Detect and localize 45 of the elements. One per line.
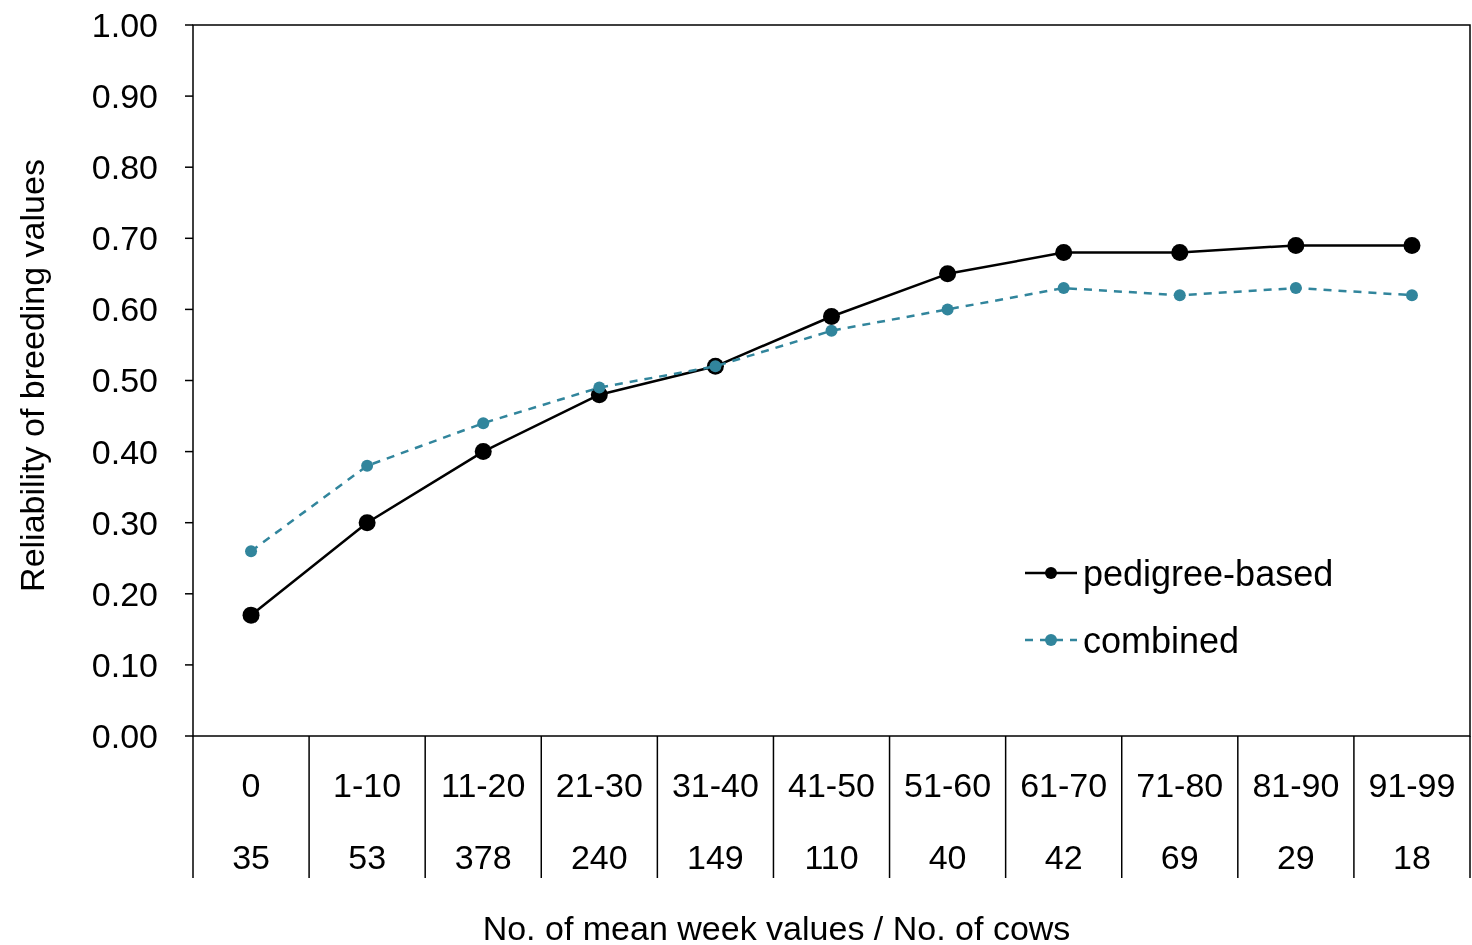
point — [1173, 289, 1186, 302]
point — [939, 265, 957, 283]
x-tick-label: 91-99 18 — [1368, 766, 1456, 876]
point — [941, 303, 954, 316]
y-tick-label: 0.40 — [91, 432, 158, 471]
y-tick-label: 0.70 — [91, 219, 158, 258]
point — [825, 324, 838, 337]
x-tick-label: 0 35 — [232, 766, 270, 876]
point — [474, 443, 492, 461]
point — [477, 417, 490, 430]
x-tick-label: 81-90 29 — [1252, 766, 1340, 876]
point — [823, 308, 840, 326]
point — [1055, 244, 1073, 262]
legend-label: combined — [1083, 619, 1240, 661]
y-tick-label: 0.90 — [91, 77, 158, 115]
point — [1057, 282, 1070, 295]
y-tick-label: 0.00 — [91, 716, 158, 755]
point — [1405, 289, 1418, 302]
x-tick-label: 71-80 69 — [1136, 766, 1224, 876]
y-tick-label: 0.30 — [91, 503, 158, 542]
x-tick-label: 31-40 149 — [671, 766, 759, 876]
x-tick-label: 21-30 240 — [555, 766, 643, 876]
x-tick-label: 61-70 42 — [1020, 766, 1108, 876]
point — [1171, 244, 1189, 262]
point — [1289, 282, 1302, 295]
y-tick-label: 0.20 — [91, 574, 158, 613]
y-tick-label: 0.50 — [91, 361, 158, 400]
point — [593, 381, 606, 394]
x-tick-label: 51-60 40 — [904, 766, 992, 876]
point — [245, 545, 258, 558]
point — [358, 514, 376, 532]
y-tick-label: 0.10 — [91, 645, 158, 684]
point — [361, 459, 374, 472]
y-tick-label: 0.80 — [91, 148, 158, 187]
x-tick-label: 41-50 110 — [788, 766, 875, 876]
y-axis-title: Reliability of breeding values — [13, 159, 51, 592]
y-tick-label: 0.60 — [91, 290, 158, 329]
x-tick-label: 1-10 53 — [333, 766, 402, 876]
legend-label: pedigree-based — [1083, 552, 1334, 594]
x-tick-label: 11-20 378 — [441, 766, 526, 876]
point — [242, 606, 260, 624]
point — [1287, 236, 1305, 254]
y-tick-label: 1.00 — [91, 5, 158, 44]
point — [1403, 236, 1421, 254]
x-axis-title: No. of mean week values / No. of cows — [482, 909, 1071, 945]
